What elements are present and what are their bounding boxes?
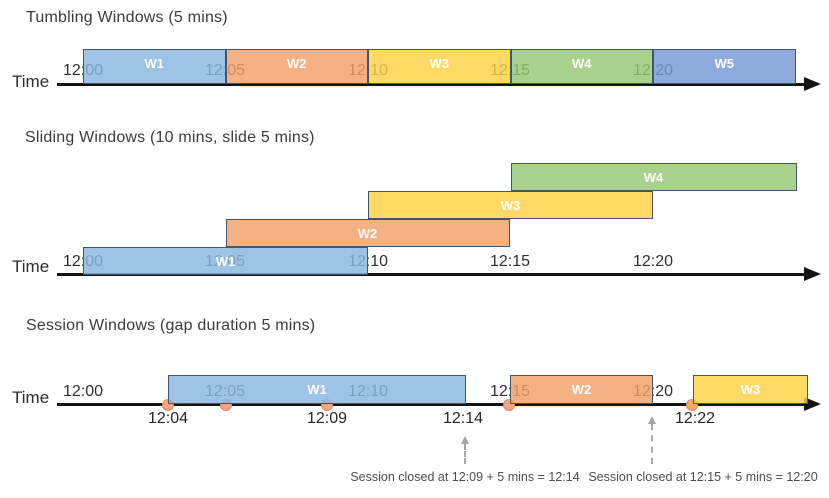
- window-label: W1: [307, 382, 327, 397]
- tumbling-window-w3: W3: [368, 49, 511, 84]
- window-label: W2: [287, 56, 307, 71]
- window-label: W1: [144, 56, 165, 71]
- dashed-arrow-line: [464, 444, 466, 464]
- event-time-label: 12:22: [674, 410, 716, 427]
- tumbling-window-w1: W1: [83, 49, 226, 84]
- dashed-arrowhead-icon: [461, 436, 469, 444]
- dashed-up-arrow-icon: [647, 416, 657, 464]
- session-window-w1: W1: [168, 375, 466, 404]
- session-section-title: Session Windows (gap duration 5 mins): [26, 317, 316, 334]
- dashed-arrow-line: [651, 424, 653, 464]
- sliding-time-axis-label: Time: [12, 257, 50, 276]
- dashed-arrowhead-icon: [648, 416, 656, 424]
- session-time-axis: [57, 403, 807, 406]
- sliding-axis-arrowhead-icon: [804, 267, 821, 281]
- window-label: W3: [429, 56, 450, 71]
- window-label: W2: [357, 225, 378, 241]
- session-window-w2: W2: [510, 375, 653, 404]
- tumbling-axis-arrowhead-icon: [804, 77, 821, 91]
- sliding-tick: 12:20: [632, 253, 674, 270]
- session-close-annotation: Session closed at 12:15 + 5 mins = 12:20: [588, 470, 818, 484]
- tumbling-time-axis-label: Time: [12, 72, 50, 91]
- window-label: W1: [215, 253, 236, 269]
- tumbling-time-axis: [57, 83, 807, 86]
- tumbling-window-w4: W4: [510, 49, 653, 84]
- window-label: W5: [714, 56, 735, 71]
- window-label: W3: [740, 382, 761, 397]
- session-close-annotation: Session closed at 12:09 + 5 mins = 12:14: [350, 470, 580, 484]
- tumbling-window-w5: W5: [653, 49, 796, 84]
- window-label: W2: [571, 382, 592, 397]
- sliding-window-w3: W3: [368, 191, 653, 219]
- sliding-tick: 12:15: [489, 253, 531, 270]
- event-time-label: 12:09: [306, 410, 348, 427]
- sliding-window-w2: W2: [225, 219, 510, 247]
- session-time-axis-label: Time: [12, 388, 50, 407]
- window-label: W3: [500, 197, 521, 213]
- tumbling-window-w2: W2: [225, 49, 368, 84]
- sliding-window-w1: W1: [83, 247, 368, 275]
- event-time-label: 12:04: [147, 410, 189, 427]
- window-label: W4: [572, 56, 592, 71]
- tumbling-section-title: Tumbling Windows (5 mins): [26, 9, 228, 26]
- sliding-section-title: Sliding Windows (10 mins, slide 5 mins): [25, 129, 315, 146]
- session-tick: 12:00: [62, 383, 104, 400]
- sliding-time-axis: [57, 273, 807, 276]
- session-window-w3: W3: [693, 375, 808, 404]
- window-label: W4: [643, 169, 664, 185]
- session-close-time-label: 12:14: [442, 410, 484, 427]
- dashed-up-arrow-icon: [460, 436, 470, 464]
- session-axis-arrowhead-icon: [804, 397, 821, 411]
- sliding-window-w4: W4: [510, 163, 797, 191]
